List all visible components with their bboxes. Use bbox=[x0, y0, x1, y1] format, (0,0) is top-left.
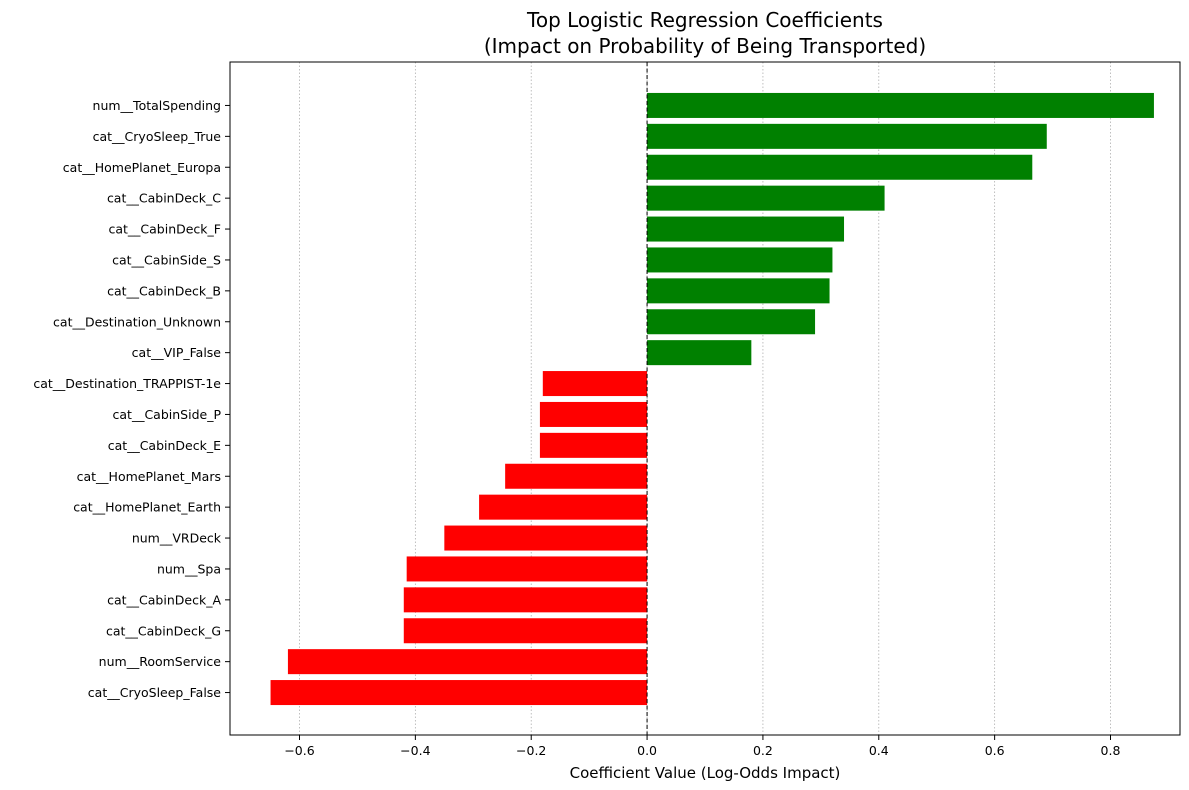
bar bbox=[542, 371, 648, 397]
y-tick-label: num__VRDeck bbox=[132, 531, 222, 546]
x-tick-label: −0.2 bbox=[516, 743, 546, 758]
bar bbox=[403, 587, 648, 613]
chart-subtitle: (Impact on Probability of Being Transpor… bbox=[484, 34, 926, 58]
y-tick-label: cat__CryoSleep_True bbox=[93, 129, 222, 144]
y-tick-label: cat__HomePlanet_Mars bbox=[77, 469, 221, 484]
x-tick-label: 0.8 bbox=[1101, 743, 1121, 758]
y-tick-label: cat__VIP_False bbox=[132, 345, 222, 360]
plot-area-frame bbox=[229, 61, 1181, 736]
y-tick-label: cat__Destination_TRAPPIST-1e bbox=[33, 376, 221, 391]
bar bbox=[539, 401, 648, 427]
chart-title: Top Logistic Regression Coefficients bbox=[526, 8, 883, 32]
bar bbox=[647, 216, 845, 242]
y-tick-label: cat__CabinDeck_E bbox=[108, 438, 221, 453]
x-tick-label: −0.4 bbox=[400, 743, 430, 758]
x-tick-label: 0.2 bbox=[753, 743, 773, 758]
y-tick-label: num__Spa bbox=[157, 561, 221, 576]
y-tick-label: cat__CabinDeck_G bbox=[106, 623, 221, 638]
y-tick-label: cat__CabinDeck_C bbox=[107, 191, 221, 206]
bars bbox=[270, 92, 1154, 706]
x-axis-label: Coefficient Value (Log-Odds Impact) bbox=[570, 764, 841, 782]
y-tick-label: cat__CabinSide_S bbox=[112, 252, 221, 267]
bar bbox=[403, 618, 648, 644]
x-tick-label: 0.6 bbox=[985, 743, 1005, 758]
y-axis-ticks: num__TotalSpending cat__CryoSleep_Truecat… bbox=[33, 98, 230, 700]
bar bbox=[479, 494, 648, 520]
bar bbox=[647, 92, 1154, 118]
bar bbox=[539, 432, 648, 458]
bar bbox=[647, 247, 833, 273]
y-tick-label: cat__CryoSleep_False bbox=[88, 685, 222, 700]
x-tick-label: 0.0 bbox=[637, 743, 657, 758]
bar bbox=[647, 123, 1047, 149]
y-tick-label: num__TotalSpending bbox=[93, 98, 221, 113]
y-tick-label: cat__HomePlanet_Earth bbox=[73, 500, 221, 515]
x-tick-label: 0.4 bbox=[869, 743, 889, 758]
x-tick-label: −0.6 bbox=[284, 743, 314, 758]
bar bbox=[647, 278, 830, 304]
bar bbox=[270, 680, 648, 706]
x-axis-ticks: −0.6 −0.4 −0.2 0.0 0.2 0.4 0.6 0.8 bbox=[284, 735, 1120, 758]
bar bbox=[505, 463, 648, 489]
bar bbox=[444, 525, 648, 551]
bar bbox=[647, 340, 752, 366]
y-tick-label: cat__CabinSide_P bbox=[113, 407, 222, 422]
y-tick-label: cat__CabinDeck_B bbox=[107, 283, 221, 298]
y-tick-label: cat__CabinDeck_A bbox=[107, 592, 221, 607]
y-tick-label: cat__HomePlanet_Europa bbox=[63, 160, 221, 175]
bar bbox=[647, 185, 885, 211]
bar bbox=[287, 649, 648, 675]
bar bbox=[647, 309, 816, 335]
bar bbox=[406, 556, 648, 582]
y-tick-label: cat__Destination_Unknown bbox=[53, 314, 221, 329]
y-tick-label: num__RoomService bbox=[99, 654, 222, 669]
bar bbox=[647, 154, 1033, 180]
y-tick-label: cat__CabinDeck_F bbox=[108, 222, 221, 237]
